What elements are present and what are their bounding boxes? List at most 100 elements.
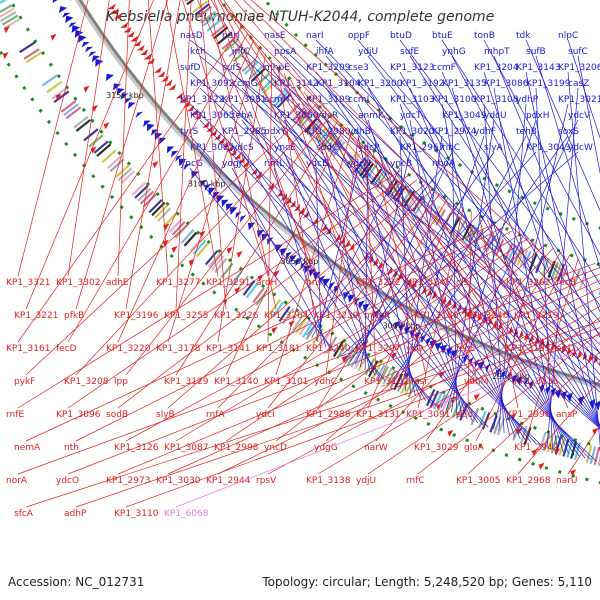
forward-gene-arrow	[158, 137, 167, 145]
forward-gene-label: KP1_3109	[306, 95, 351, 105]
cog-ring-forward-segment	[589, 446, 597, 465]
forward-gene-arrow	[226, 203, 234, 212]
forward-leader-line	[315, 167, 322, 345]
reverse-gene-label: narU	[556, 476, 578, 486]
forward-gene-label: KP1_3021	[558, 95, 600, 105]
forward-gene-arrow	[410, 329, 416, 338]
forward-gene-label: pdxY	[264, 127, 287, 137]
forward-leader-line	[493, 103, 569, 430]
cog-ring-forward-segment	[93, 140, 109, 154]
forward-leader-line	[189, 103, 542, 446]
forward-gene-arrow	[71, 25, 80, 33]
cog-ring-forward-segment	[157, 207, 172, 222]
forward-gene-label: KP1_3206	[558, 63, 600, 73]
cog-ring-forward-segment	[0, 11, 17, 23]
reverse-leader-line	[296, 85, 469, 343]
cog-ring-forward-segment	[137, 187, 152, 202]
forward-gene-label: KP1_3122	[180, 95, 224, 105]
forward-leader-line	[199, 119, 489, 428]
forward-leader-line	[394, 135, 527, 386]
forward-gene-arrow	[566, 392, 573, 403]
cog-ring-reverse-segment	[553, 262, 563, 281]
cog-ring-forward-segment	[350, 350, 362, 368]
forward-gene-arrow	[554, 389, 562, 399]
cog-ring-forward-segment	[46, 80, 63, 94]
reverse-gene-label: KP1_3005	[456, 476, 500, 486]
reverse-leader-line	[219, 0, 427, 310]
reverse-leader-line	[467, 211, 472, 409]
forward-gene-label: KP1_3209	[306, 63, 351, 73]
cog-ring-reverse-segment	[541, 258, 550, 276]
forward-gene-arrow	[300, 261, 307, 270]
reverse-gene-label: KP1_3207	[356, 344, 400, 354]
forward-gene-label: oppF	[348, 31, 370, 41]
reverse-leader-line	[224, 5, 477, 310]
forward-gene-arrow	[380, 312, 385, 321]
cog-ring-forward-segment	[425, 388, 436, 407]
reverse-leader-line	[167, 184, 425, 409]
cog-ring-forward-segment	[332, 340, 345, 358]
reverse-leader-line	[417, 207, 464, 409]
forward-gene-arrow	[61, 12, 71, 19]
forward-gene-label: ydcN	[348, 159, 371, 169]
reverse-leader-line	[567, 424, 600, 475]
forward-gene-arrow	[477, 361, 485, 371]
forward-gene-label: KP1_3060	[274, 111, 319, 121]
forward-gene-label: casZ	[568, 79, 589, 89]
forward-gene-arrow	[247, 222, 256, 231]
cog-ring-forward-segment	[542, 433, 551, 451]
reverse-gene-arrow	[267, 182, 275, 190]
reverse-gene-arrow	[213, 133, 222, 141]
cog-ring-forward-segment	[0, 4, 13, 14]
reverse-gene-label: KP1_3096	[56, 410, 101, 420]
cog-ring-forward-segment	[336, 342, 348, 360]
reverse-gene-label: KP1_3239	[314, 311, 359, 321]
reverse-leader-line	[217, 189, 433, 409]
reverse-gene-label: KP1_2968	[506, 476, 551, 486]
reverse-leader-line	[303, 91, 519, 343]
cog-ring-forward-segment	[519, 425, 528, 444]
reverse-leader-line	[67, 267, 600, 475]
reverse-leader-line	[525, 257, 579, 442]
scale-label-2950-kbp: 2950 kbp	[492, 372, 530, 381]
reverse-gene-arrow	[126, 31, 135, 37]
reverse-leader-line	[117, 40, 254, 343]
reverse-gene-label: ydhM	[464, 377, 489, 387]
forward-gene-label: KP1_2967	[400, 143, 444, 153]
cog-ring-reverse-segment	[272, 89, 287, 104]
cog-ring-reverse-segment	[202, 13, 219, 27]
forward-gene-label: KP1_3123	[390, 63, 434, 73]
reverse-leader-line	[290, 79, 419, 343]
forward-gene-label: KP1_3104	[316, 79, 361, 89]
reverse-gene-label: fecB	[556, 278, 576, 288]
forward-gene-arrow	[200, 179, 208, 187]
cog-ring-forward-segment	[63, 103, 79, 116]
forward-gene-arrow	[91, 55, 100, 63]
reverse-gene-label: KP1_3178	[156, 344, 201, 354]
cog-ring-forward-segment	[171, 221, 186, 236]
forward-gene-arrow	[358, 300, 365, 310]
reverse-gene-arrow	[157, 70, 166, 78]
cog-ring-forward-segment	[83, 128, 99, 142]
reverse-gene-arrow	[528, 333, 534, 344]
forward-leader-line	[567, 39, 600, 139]
forward-gene-label: KP1_3135	[442, 79, 486, 89]
reverse-leader-line	[223, 0, 419, 277]
reverse-gene-label: rnfA	[206, 410, 225, 420]
reverse-gene-arrow	[587, 352, 593, 363]
reverse-gene-label: yncD	[264, 443, 287, 453]
reverse-leader-line	[317, 305, 600, 475]
reverse-leader-line	[225, 127, 345, 376]
forward-gene-arrow	[319, 275, 326, 284]
reverse-leader-line	[243, 0, 519, 277]
scale-label-3100-kbp: 3100 kbp	[188, 180, 226, 189]
reverse-gene-label: KP1_3291	[206, 278, 250, 288]
reverse-gene-label: KP1_3102	[364, 377, 408, 387]
cog-ring-forward-segment	[75, 118, 92, 132]
reverse-leader-line	[277, 66, 319, 343]
reverse-gene-arrow	[113, 12, 123, 19]
forward-leader-line	[404, 135, 443, 391]
reverse-leader-line	[125, 230, 512, 442]
cog-ring-reverse-segment	[206, 18, 223, 32]
